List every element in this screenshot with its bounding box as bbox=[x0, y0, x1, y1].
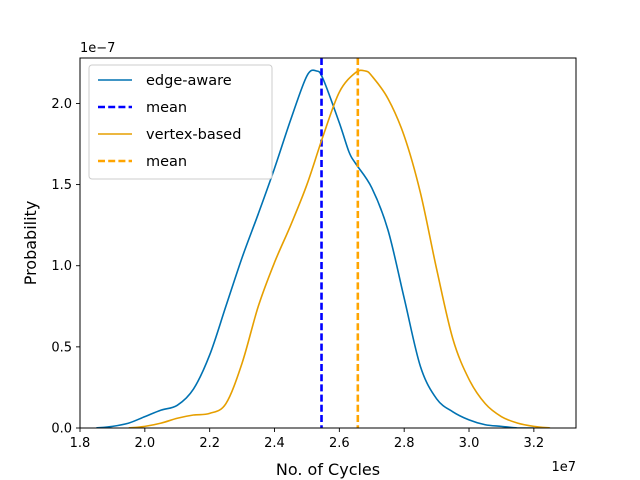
plot-frame bbox=[79, 57, 577, 429]
series-line-vertex-based bbox=[128, 69, 551, 428]
x-tick-label: 2.4 bbox=[264, 436, 285, 451]
legend-label: edge-aware bbox=[146, 73, 232, 89]
y-tick-label: 2.0 bbox=[51, 97, 72, 112]
x-tick-label: 2.0 bbox=[134, 436, 155, 451]
x-axis: 1.8 2.0 2.2 2.4 2.6 2.8 3.0 3.2 bbox=[70, 428, 545, 451]
x-tick-label: 3.2 bbox=[524, 436, 545, 451]
x-offset-label: 1e7 bbox=[551, 460, 576, 475]
x-axis-label: No. of Cycles bbox=[276, 460, 380, 479]
x-tick-label: 3.0 bbox=[459, 436, 480, 451]
y-axis: 0.0 0.5 1.0 1.5 2.0 bbox=[51, 97, 80, 437]
y-tick-label: 1.0 bbox=[51, 259, 72, 274]
legend-box bbox=[88, 64, 273, 180]
y-offset-label: 1e−7 bbox=[80, 41, 115, 56]
legend-label: vertex-based bbox=[146, 127, 241, 143]
x-tick-label: 1.8 bbox=[70, 436, 91, 451]
y-tick-label: 0.0 bbox=[51, 422, 72, 437]
x-tick-label: 2.2 bbox=[199, 436, 220, 451]
y-tick-label: 1.5 bbox=[51, 178, 72, 193]
series-layer bbox=[96, 58, 551, 428]
x-tick-label: 2.8 bbox=[394, 436, 415, 451]
legend-label: mean bbox=[146, 154, 187, 170]
legend-label: mean bbox=[146, 100, 187, 116]
legend: edge-aware mean vertex-based mean bbox=[88, 64, 273, 180]
series-line-edge-aware bbox=[96, 69, 534, 428]
x-tick-label: 2.6 bbox=[329, 436, 350, 451]
y-axis-label: Probability bbox=[21, 201, 40, 286]
y-tick-label: 0.5 bbox=[51, 340, 72, 355]
